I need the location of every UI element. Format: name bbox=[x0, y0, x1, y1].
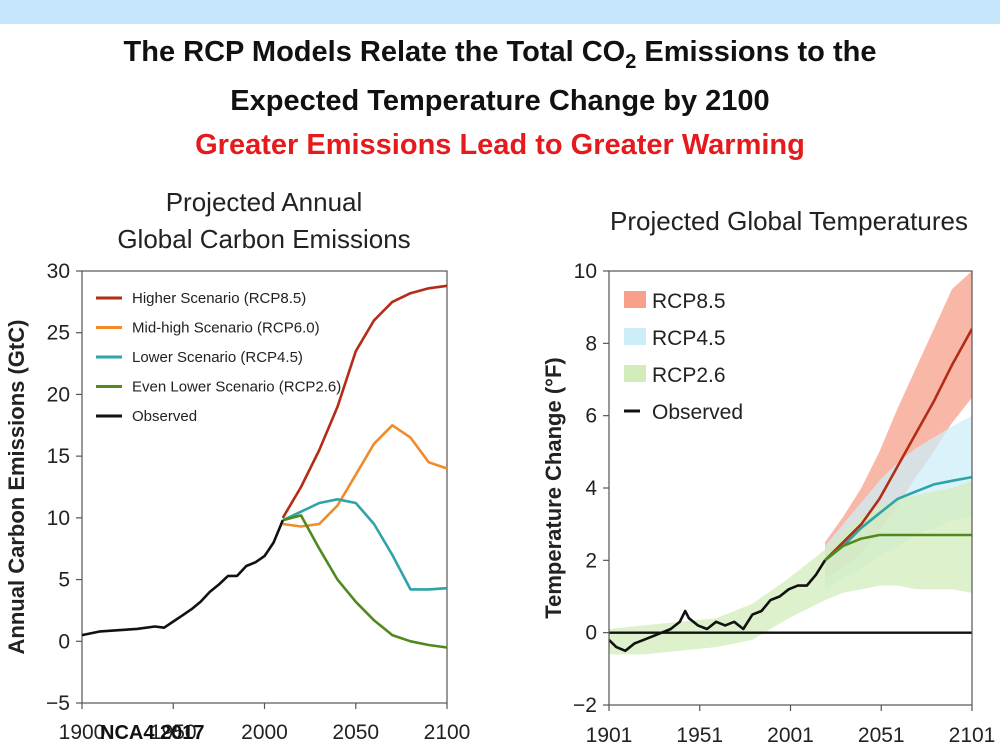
chart1-x-tick-label: 2100 bbox=[424, 721, 471, 744]
chart1-title-line1: Projected Annual bbox=[166, 187, 363, 217]
chart2-x-tick-label: 1951 bbox=[676, 724, 723, 747]
chart1-series-line-1 bbox=[282, 424, 448, 528]
chart2-title: Projected Global Temperatures bbox=[610, 206, 968, 236]
chart1-legend-label: Mid-high Scenario (RCP6.0) bbox=[132, 320, 320, 337]
chart1-y-tick-label: 10 bbox=[47, 507, 70, 530]
page-subtitle: Greater Emissions Lead to Greater Warmin… bbox=[195, 129, 805, 161]
chart1-series-line-0 bbox=[281, 284, 448, 519]
chart1-y-tick-label: 5 bbox=[58, 569, 70, 592]
top-color-band bbox=[0, 0, 1000, 24]
chart2-y-axis-label: Temperature Change (°F) bbox=[541, 357, 566, 618]
chart2-y-tick-label: 8 bbox=[585, 332, 597, 355]
chart2-x-tick-label: 2101 bbox=[949, 724, 996, 747]
chart1-legend-label: Even Lower Scenario (RCP2.6) bbox=[132, 379, 341, 396]
chart2-legend-label: RCP4.5 bbox=[652, 327, 726, 350]
chart1-series-line-3 bbox=[282, 514, 448, 649]
chart2-series-line-1 bbox=[824, 475, 972, 562]
chart1-x-tick-label: 1950 bbox=[150, 721, 197, 744]
chart2-legend-label: RCP8.5 bbox=[652, 290, 726, 313]
title-line1-end: Emissions to the bbox=[636, 36, 877, 68]
chart1-title-line2: Global Carbon Emissions bbox=[117, 224, 410, 254]
chart2-y-tick-label: 4 bbox=[585, 477, 597, 500]
title-line1-start: The RCP Models Relate the Total CO bbox=[123, 36, 626, 68]
chart2-y-tick-label: −2 bbox=[573, 694, 597, 717]
title-subscript: 2 bbox=[625, 50, 637, 73]
chart2-x-tick-label: 1901 bbox=[586, 724, 633, 747]
chart1-y-tick-label: 15 bbox=[47, 445, 70, 468]
chart1-y-tick-label: 20 bbox=[47, 383, 70, 406]
chart1-x-tick-label: 2050 bbox=[332, 721, 379, 744]
chart1-legend-label: Lower Scenario (RCP4.5) bbox=[132, 349, 303, 366]
credit-label: NCA4 2017 bbox=[100, 722, 205, 744]
chart2-y-tick-label: 6 bbox=[585, 405, 597, 428]
chart2-legend-swatch bbox=[624, 328, 646, 345]
chart1-y-axis-label: Annual Carbon Emissions (GtC) bbox=[4, 320, 29, 655]
chart1-y-tick-label: 30 bbox=[47, 260, 70, 283]
chart2-legend-swatch bbox=[624, 291, 646, 308]
title-line2: Expected Temperature Change by 2100 bbox=[230, 84, 770, 117]
chart2-band-0 bbox=[825, 271, 972, 579]
chart1-x-tick-label: 1900 bbox=[59, 721, 106, 744]
chart1-series-line-2 bbox=[282, 498, 448, 591]
chart1-legend-label: Observed bbox=[132, 408, 197, 425]
chart2-x-tick-label: 2051 bbox=[858, 724, 905, 747]
chart1-y-tick-label: −5 bbox=[46, 692, 70, 715]
chart1-y-tick-label: 25 bbox=[47, 322, 70, 345]
chart2-legend-swatch bbox=[624, 365, 646, 382]
chart2-y-tick-label: 10 bbox=[574, 260, 597, 283]
chart1-legend-label: Higher Scenario (RCP8.5) bbox=[132, 290, 306, 307]
chart2-series-line-3 bbox=[609, 559, 827, 653]
chart2-legend-label: Observed bbox=[652, 401, 743, 424]
chart2-band-2 bbox=[609, 480, 972, 655]
chart1-y-tick-label: 0 bbox=[58, 630, 70, 653]
chart2-y-tick-label: 0 bbox=[585, 622, 597, 645]
chart1-x-tick-label: 2000 bbox=[241, 721, 288, 744]
chart2-x-tick-label: 2001 bbox=[767, 724, 814, 747]
page-title: The RCP Models Relate the Total CO2 Emis… bbox=[0, 33, 1000, 121]
chart2-legend-label: RCP2.6 bbox=[652, 364, 726, 387]
chart2-y-tick-label: 2 bbox=[585, 549, 597, 572]
chart1-series-line-4 bbox=[81, 519, 285, 637]
chart2-series-line-0 bbox=[824, 328, 972, 562]
chart2-series-line-2 bbox=[824, 533, 972, 562]
